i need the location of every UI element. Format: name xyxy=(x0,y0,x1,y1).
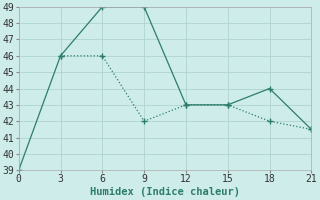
X-axis label: Humidex (Indice chaleur): Humidex (Indice chaleur) xyxy=(90,187,240,197)
